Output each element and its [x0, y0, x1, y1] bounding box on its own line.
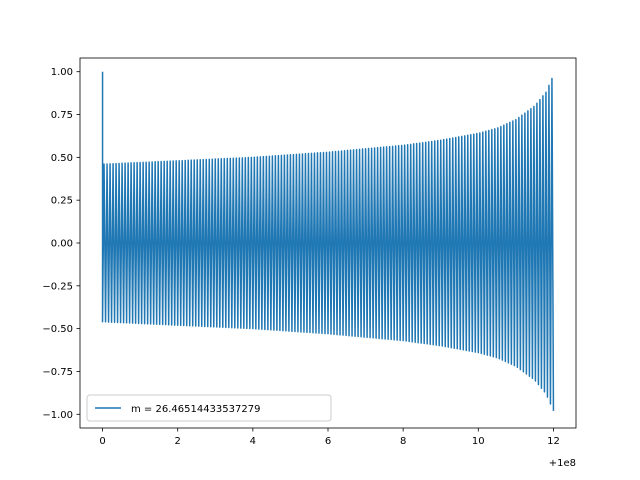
- legend: m = 26.46514433537279: [86, 394, 332, 422]
- series-lines: [101, 71, 555, 411]
- x-tick-label: 6: [325, 436, 331, 447]
- y-tick-label: −0.50: [42, 324, 73, 335]
- y-tick-label: 0.00: [51, 239, 73, 250]
- y-tick-label: −1.00: [42, 410, 73, 421]
- legend-label: m = 26.46514433537279: [131, 404, 260, 415]
- y-tick-label: 0.50: [51, 153, 73, 164]
- x-tick-label: 12: [547, 436, 560, 447]
- x-tick-label: 2: [175, 436, 181, 447]
- y-tick-label: 1.00: [51, 67, 73, 78]
- y-tick-label: −0.25: [42, 281, 73, 292]
- x-offset-label: +1e8: [549, 458, 576, 469]
- x-tick-label: 8: [400, 436, 406, 447]
- x-tick-label: 4: [250, 436, 256, 447]
- x-axis: 0 2 4 6 8 10 12: [99, 428, 560, 447]
- y-axis: 1.00 0.75 0.50 0.25 0.00 −0.25 −0.50 −0.75 −1.00: [42, 67, 80, 421]
- x-tick-label: 0: [99, 436, 105, 447]
- x-tick-label: 10: [472, 436, 485, 447]
- y-tick-label: 0.75: [51, 110, 73, 121]
- y-tick-label: 0.25: [51, 196, 73, 207]
- legend-box: [86, 394, 332, 422]
- y-tick-label: −0.75: [42, 367, 73, 378]
- series-line: [101, 71, 555, 411]
